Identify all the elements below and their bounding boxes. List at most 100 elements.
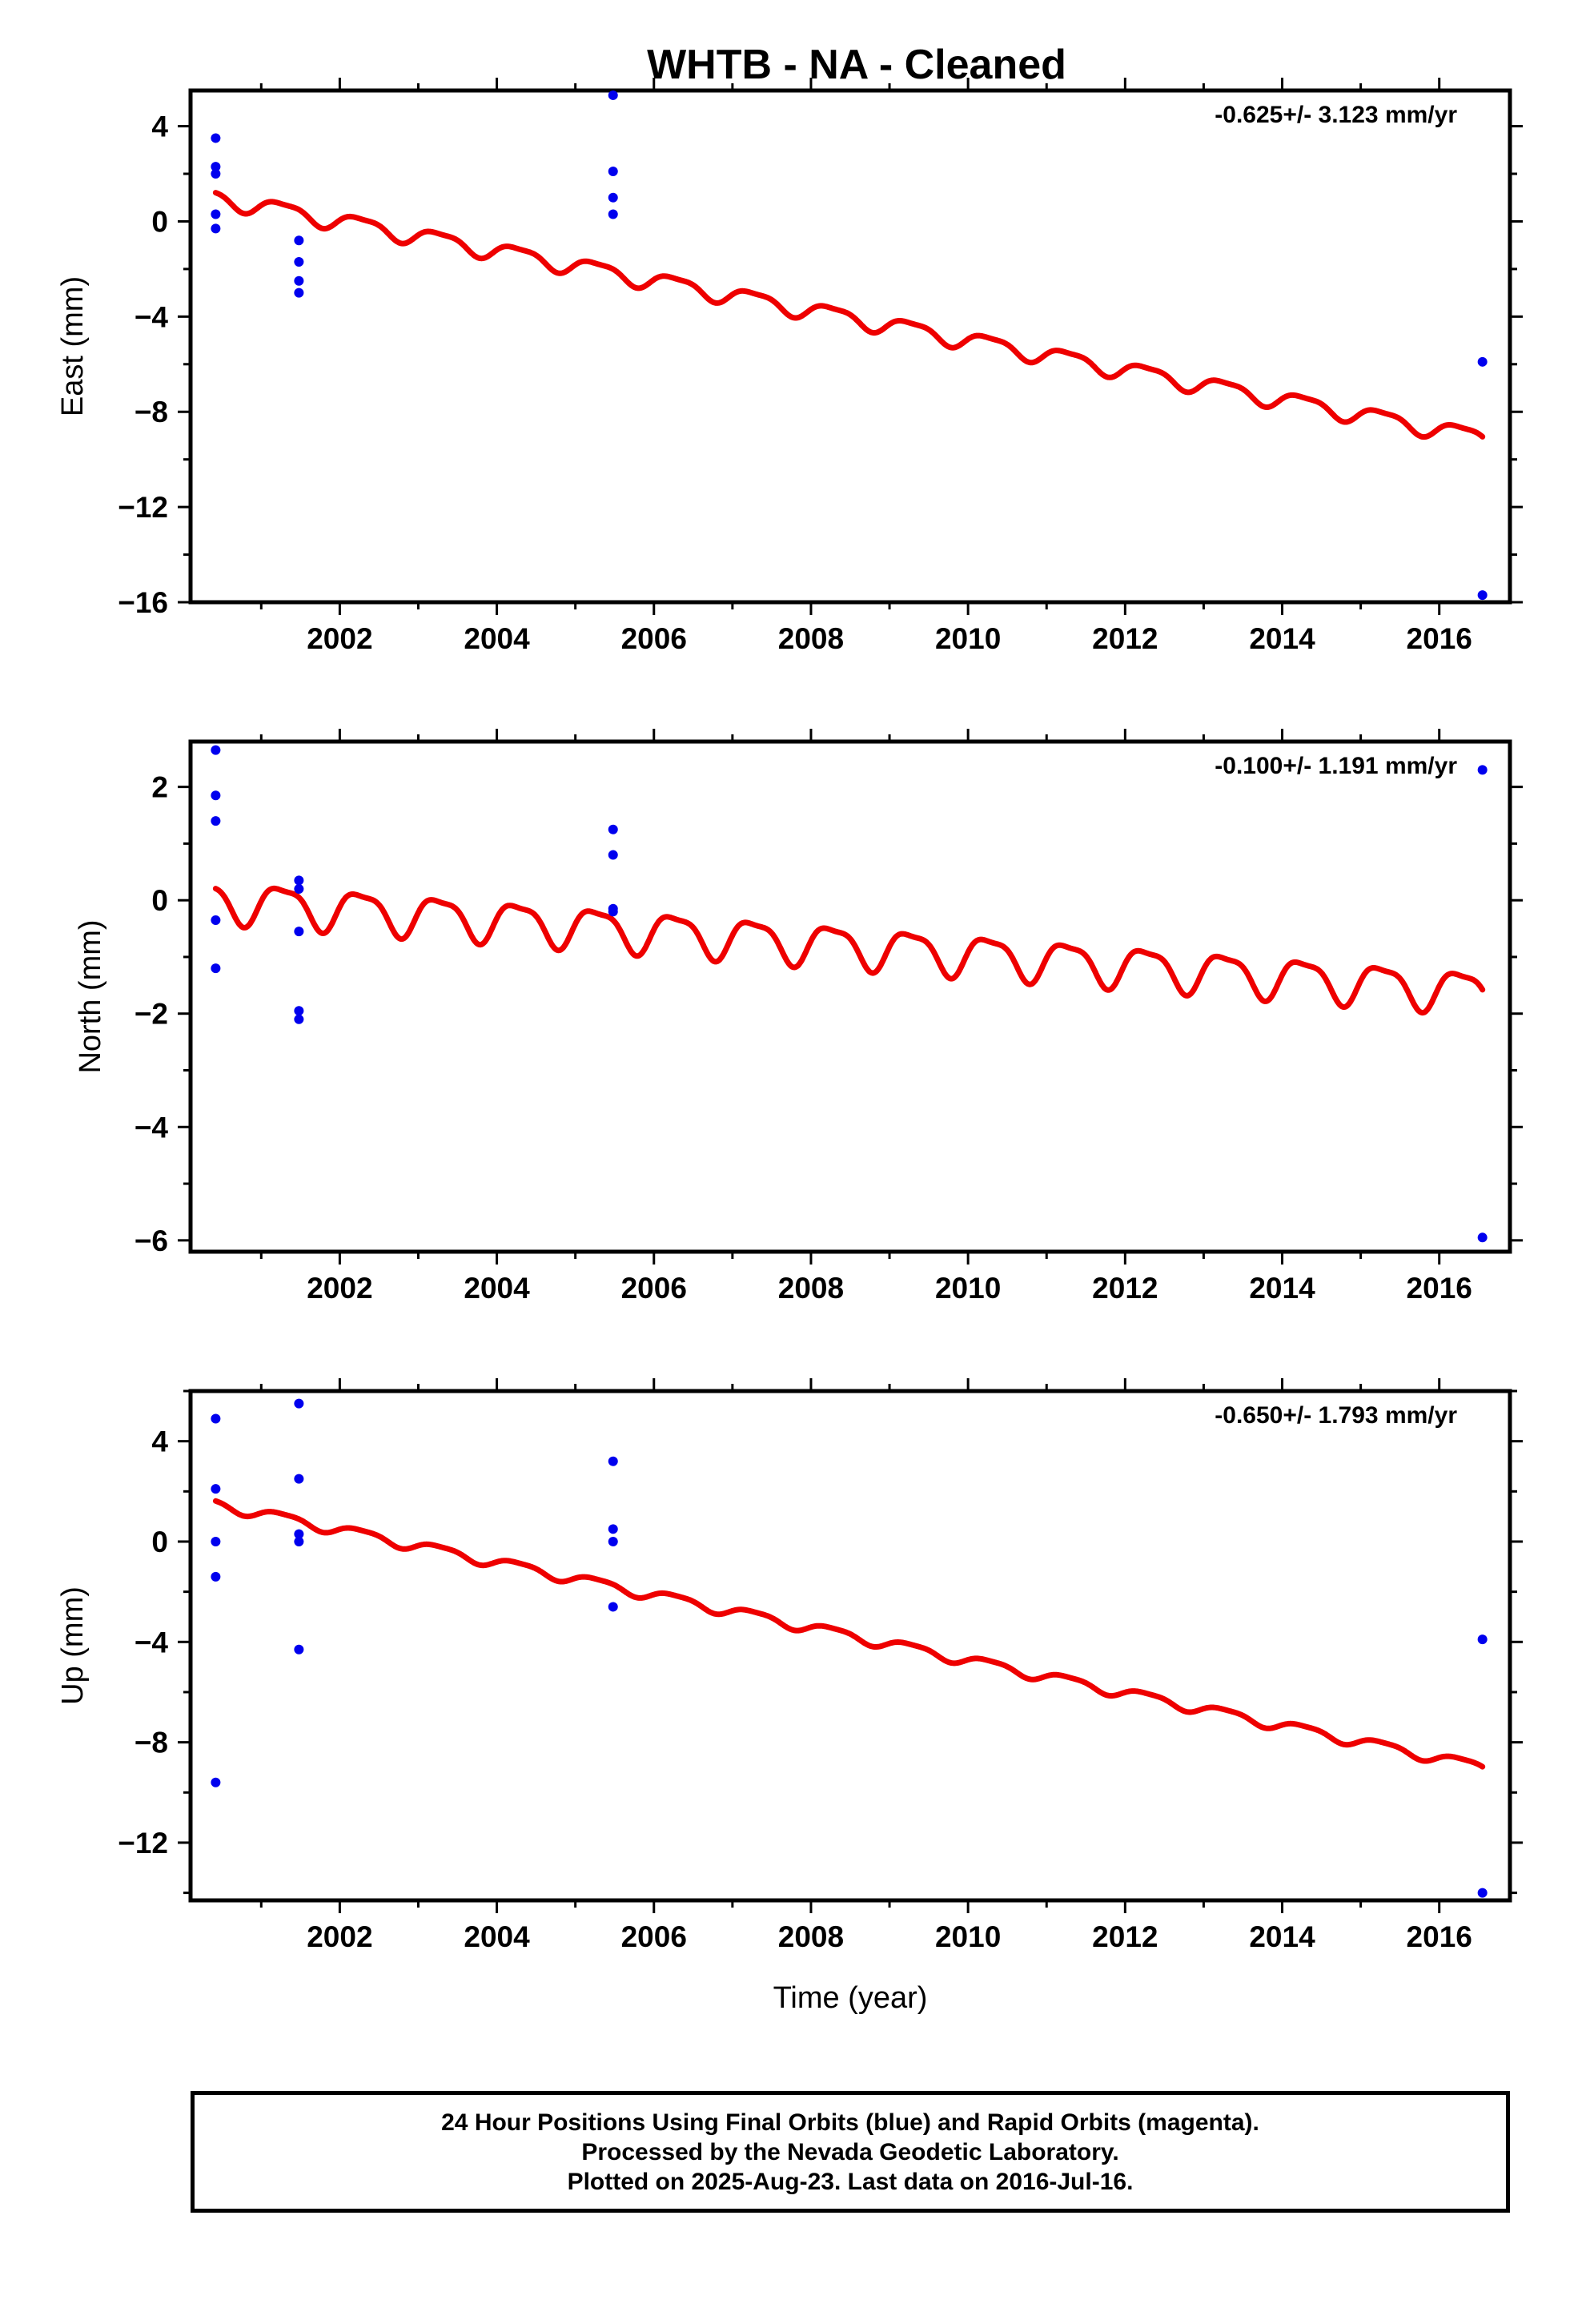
data-point (211, 1777, 221, 1787)
data-point (1477, 590, 1488, 601)
x-tick-label: 2016 (1407, 622, 1472, 655)
x-tick-label: 2012 (1092, 622, 1158, 655)
data-point (211, 1484, 221, 1494)
y-tick-label: −12 (118, 1827, 168, 1860)
data-point (294, 927, 304, 937)
data-point (608, 850, 618, 860)
data-point (211, 745, 221, 755)
y-tick-label: −8 (135, 1727, 168, 1759)
x-tick-label: 2016 (1407, 1272, 1472, 1305)
x-tick-label: 2014 (1249, 1272, 1315, 1305)
data-point (608, 1456, 618, 1466)
model-curve (212, 1498, 1486, 1770)
x-tick-label: 2002 (307, 622, 372, 655)
y-axis-label: East (mm) (56, 276, 90, 416)
y-tick-label: 2 (151, 771, 168, 804)
data-point (608, 907, 618, 917)
y-tick-label: −2 (135, 998, 168, 1031)
footer-line-3: Plotted on 2025-Aug-23. Last data on 201… (567, 2168, 1134, 2195)
data-point (211, 963, 221, 974)
plot-frame (188, 88, 1512, 605)
x-tick-label: 2010 (935, 1920, 1001, 1953)
data-point (211, 169, 221, 179)
data-point (608, 1536, 618, 1546)
y-tick-label: 4 (151, 111, 168, 143)
data-point (294, 875, 304, 886)
model-curve (212, 190, 1486, 440)
rate-annotation: -0.625+/- 3.123 mm/yr (1215, 102, 1457, 128)
data-point (294, 1398, 304, 1409)
rate-annotation: -0.100+/- 1.191 mm/yr (1215, 753, 1457, 779)
footer-line-2: Processed by the Nevada Geodetic Laborat… (581, 2138, 1119, 2165)
data-point (608, 1524, 618, 1534)
x-tick-label: 2014 (1249, 1920, 1315, 1953)
data-point (608, 167, 618, 177)
x-tick-label: 2014 (1249, 622, 1315, 655)
data-point (211, 1413, 221, 1424)
x-tick-label: 2004 (464, 1272, 530, 1305)
time-series-chart: WHTB - NA - Cleaned 2002 2004 2006 2008 2010… (56, 42, 1523, 2015)
data-point (211, 223, 221, 234)
x-tick-label: 2008 (778, 1272, 844, 1305)
data-point (211, 816, 221, 826)
data-point (211, 1571, 221, 1582)
data-point (294, 287, 304, 298)
data-point (1477, 1232, 1488, 1243)
data-point (294, 275, 304, 286)
y-tick-label: −4 (135, 1111, 169, 1144)
x-tick-label: 2006 (621, 622, 687, 655)
y-tick-label: 0 (151, 884, 168, 917)
data-point (608, 209, 618, 219)
x-tick-label: 2008 (778, 622, 844, 655)
panels: 2002 2004 2006 2008 2010 2012 2014 2016 4 0 −4 −8 −1… (56, 78, 1523, 1953)
y-tick-label: −4 (135, 1626, 169, 1659)
y-tick-label: 0 (151, 205, 168, 238)
data-point (294, 1006, 304, 1016)
data-point (1477, 1888, 1488, 1898)
data-point (1477, 356, 1488, 367)
data-point (608, 192, 618, 203)
data-point (294, 1536, 304, 1546)
data-point (211, 915, 221, 925)
x-axis-label: Time (year) (773, 1981, 928, 2015)
data-point (608, 824, 618, 834)
data-point (294, 1529, 304, 1539)
data-point (608, 90, 618, 100)
data-point (294, 235, 304, 246)
x-tick-label: 2008 (778, 1920, 844, 1953)
data-point (211, 1536, 221, 1546)
y-tick-label: −12 (118, 491, 168, 524)
footer-line-1: 24 Hour Positions Using Final Orbits (bl… (441, 2109, 1259, 2136)
data-point (1477, 1634, 1488, 1645)
y-tick-label: −6 (135, 1224, 168, 1257)
data-point (294, 884, 304, 895)
y-tick-label: −16 (118, 586, 168, 619)
data-point (294, 1644, 304, 1655)
x-tick-label: 2010 (935, 622, 1001, 655)
y-axis-label: Up (mm) (56, 1586, 90, 1705)
data-point (608, 1602, 618, 1612)
y-tick-label: −4 (135, 300, 169, 333)
rate-annotation: -0.650+/- 1.793 mm/yr (1215, 1402, 1457, 1429)
footer-note: 24 Hour Positions Using Final Orbits (bl… (191, 2091, 1510, 2213)
panel-1: 2002 2004 2006 2008 2010 2012 2014 2016 4 0 −4 −8 −1… (56, 78, 1523, 655)
y-tick-label: 0 (151, 1526, 168, 1558)
x-tick-label: 2002 (307, 1920, 372, 1953)
chart-title: WHTB - NA - Cleaned (647, 42, 1066, 88)
y-tick-label: −8 (135, 396, 168, 428)
x-tick-label: 2002 (307, 1272, 372, 1305)
x-tick-label: 2016 (1407, 1920, 1472, 1953)
data-point (294, 1014, 304, 1024)
data-point (211, 790, 221, 801)
model-curve (212, 885, 1486, 1016)
panel-2: 2002 2004 2006 2008 2010 2012 2014 2016 2 0 −2 −4 −6… (74, 729, 1523, 1305)
x-tick-label: 2004 (464, 1920, 530, 1953)
data-point (211, 133, 221, 143)
plot-frame (188, 739, 1512, 1254)
data-point (211, 162, 221, 172)
data-point (211, 209, 221, 219)
x-tick-label: 2012 (1092, 1272, 1158, 1305)
x-tick-label: 2006 (621, 1920, 687, 1953)
data-point (1477, 765, 1488, 775)
data-point (294, 1474, 304, 1484)
